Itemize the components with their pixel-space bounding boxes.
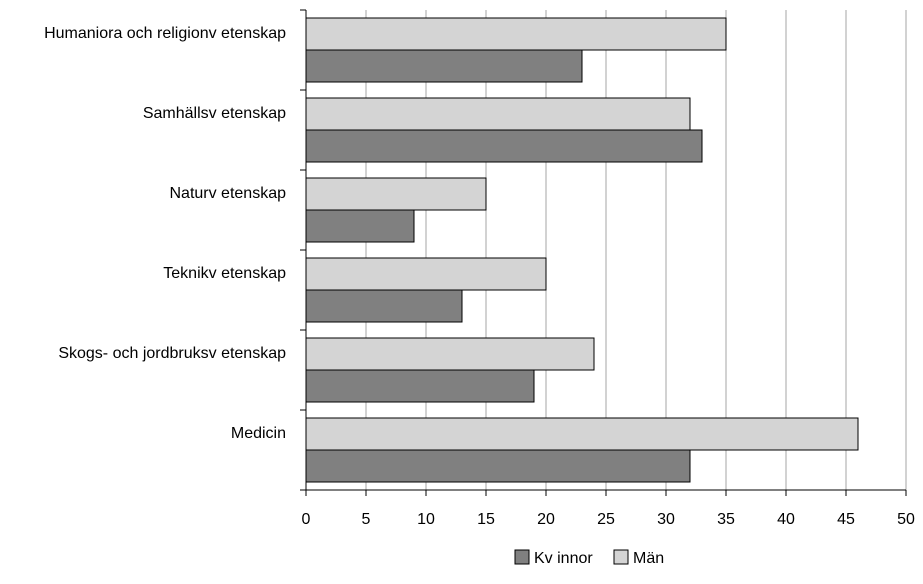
bar-man (305, 97, 691, 131)
x-tick-label: 0 (302, 511, 311, 528)
bar-man (305, 417, 859, 451)
axes (300, 9, 907, 496)
gridlines (365, 10, 907, 490)
category-labels: Humaniora och religionv etenskap Samhälls… (44, 25, 286, 442)
bar-man (305, 17, 727, 51)
x-tick-label: 30 (657, 511, 675, 528)
bar-kvinnor (305, 449, 691, 483)
x-tick-label: 35 (717, 511, 735, 528)
bars (305, 17, 859, 483)
category-label: Naturv etenskap (169, 185, 286, 202)
bar-man (305, 337, 595, 371)
bar-kvinnor (305, 289, 463, 323)
bar-kvinnor (305, 49, 583, 83)
category-label: Medicin (231, 425, 286, 442)
x-tick-label: 5 (362, 511, 371, 528)
legend-label-kvinnor: Kv innor (534, 550, 593, 567)
bar-man (305, 177, 487, 211)
legend-swatch-man (613, 549, 629, 565)
x-tick-label: 20 (537, 511, 555, 528)
x-tick-label: 15 (477, 511, 495, 528)
legend-swatch-kvinnor (514, 549, 530, 565)
x-tick-label: 50 (897, 511, 915, 528)
bar-kvinnor (305, 369, 535, 403)
x-tick-labels: 0 5 10 15 20 25 30 35 40 45 50 (302, 511, 915, 528)
category-label: Skogs- och jordbruksv etenskap (58, 345, 286, 362)
bar-man (305, 257, 547, 291)
category-label: Teknikv etenskap (163, 265, 286, 282)
category-label: Humaniora och religionv etenskap (44, 25, 286, 42)
bar-kvinnor (305, 209, 415, 243)
x-tick-label: 40 (777, 511, 795, 528)
x-tick-label: 25 (597, 511, 615, 528)
x-tick-label: 45 (837, 511, 855, 528)
legend-label-man: Män (633, 550, 664, 567)
bar-kvinnor (305, 129, 703, 163)
legend: Kv innor Män (514, 549, 664, 567)
category-label: Samhällsv etenskap (143, 105, 286, 122)
x-tick-label: 10 (417, 511, 435, 528)
